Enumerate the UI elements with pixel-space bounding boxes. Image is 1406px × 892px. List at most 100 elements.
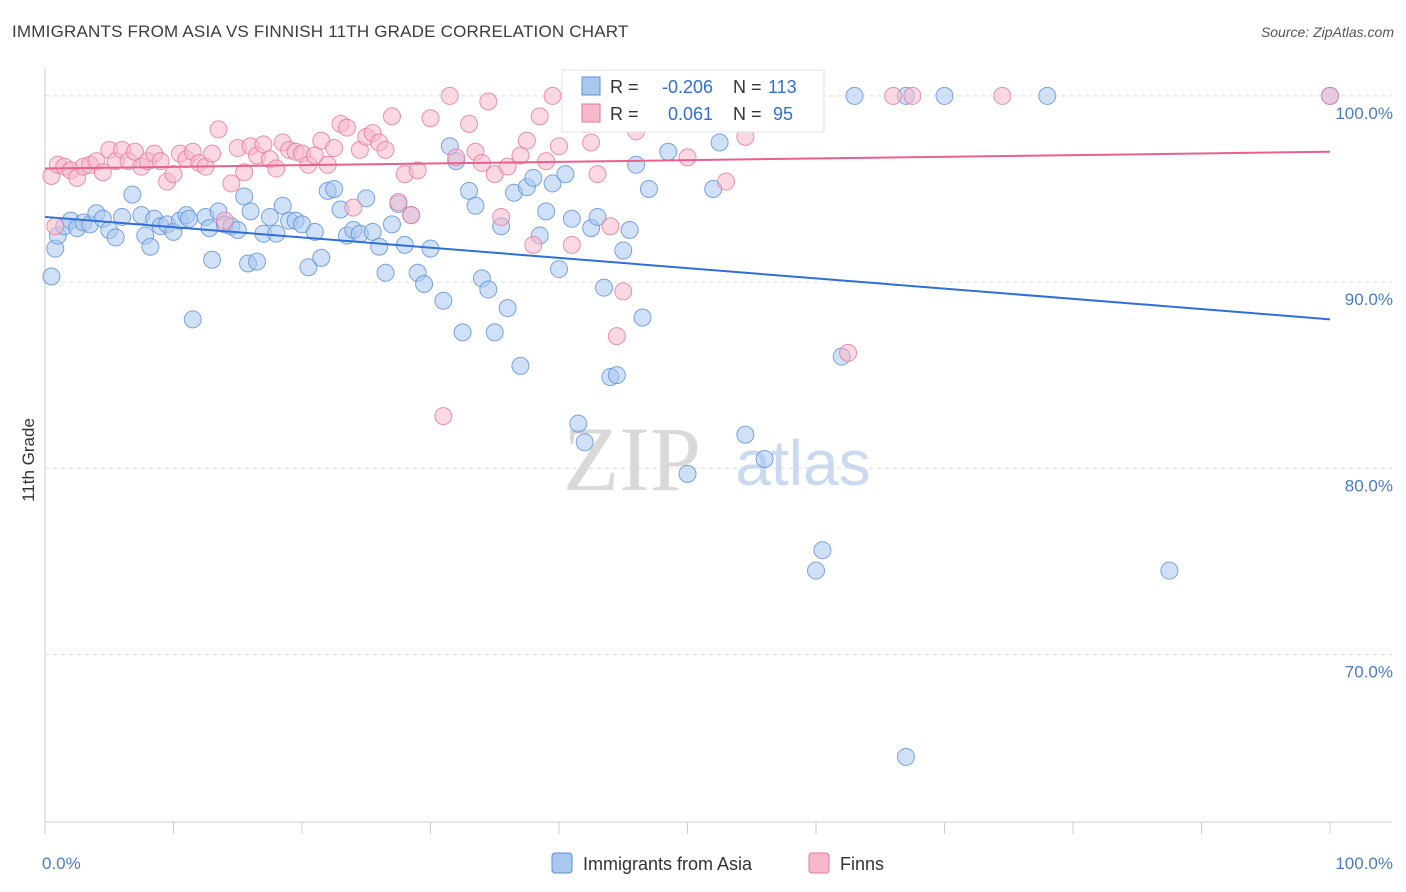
legend-swatch-blue: [581, 76, 601, 96]
finns-point: [305, 146, 324, 165]
asia-point: [633, 308, 652, 327]
asia-point: [845, 86, 864, 105]
finns-point: [402, 206, 421, 225]
finns-point: [524, 235, 543, 254]
asia-point: [614, 241, 633, 260]
asia-point: [203, 250, 222, 269]
asia-point: [620, 220, 639, 239]
legend-n-label-1: N =: [733, 77, 762, 97]
bottom-legend-swatch-blue: [551, 852, 573, 874]
legend-r-value-2: 0.061: [668, 104, 713, 124]
y-tick-label: 100.0%: [1335, 104, 1393, 123]
series-finns: [42, 86, 1339, 426]
finns-point: [511, 146, 530, 165]
asia-point: [141, 237, 160, 256]
source-label: Source: ZipAtlas.com: [1260, 24, 1394, 40]
finns-point: [440, 86, 459, 105]
finns-point: [46, 217, 65, 236]
finns-point: [209, 120, 228, 139]
legend-box: [561, 69, 825, 133]
legend-n-label-2: N =: [733, 104, 762, 124]
y-tick-label: 90.0%: [1345, 290, 1393, 309]
asia-point: [434, 291, 453, 310]
finns-point: [839, 343, 858, 362]
asia-point: [267, 224, 286, 243]
y-tick-labels: 100.0% 90.0% 80.0% 70.0%: [1335, 104, 1393, 682]
asia-point: [357, 189, 376, 208]
asia-point: [415, 274, 434, 293]
asia-point: [485, 323, 504, 342]
watermark: ZIP atlas: [563, 408, 871, 510]
legend-r-label-1: R =: [610, 77, 639, 97]
finns-point: [421, 109, 440, 128]
finns-point: [222, 174, 241, 193]
asia-point: [896, 747, 915, 766]
finns-point: [614, 282, 633, 301]
finns-point: [325, 139, 344, 158]
asia-point: [382, 215, 401, 234]
asia-point: [363, 222, 382, 241]
y-axis-label: 11th Grade: [19, 418, 38, 502]
asia-point: [807, 561, 825, 580]
asia-point: [200, 219, 219, 238]
asia-point: [466, 196, 485, 215]
asia-point: [183, 310, 202, 329]
finns-point: [254, 135, 273, 154]
asia-point: [113, 207, 132, 226]
asia-point: [575, 433, 594, 452]
chart-title: IMMIGRANTS FROM ASIA VS FINNISH 11TH GRA…: [12, 22, 629, 41]
finns-point: [376, 140, 395, 159]
asia-point: [498, 299, 517, 318]
finns-point: [517, 131, 536, 150]
finns-point: [344, 198, 363, 217]
asia-point: [1160, 561, 1179, 580]
x-tick-label: 100.0%: [1335, 854, 1393, 873]
asia-point: [106, 228, 125, 247]
asia-point: [678, 464, 697, 483]
asia-point: [562, 209, 581, 228]
finns-point: [164, 165, 183, 184]
asia-point: [935, 86, 954, 105]
asia-point: [241, 202, 260, 221]
asia-point: [543, 174, 562, 193]
finns-point: [235, 163, 254, 182]
legend-r-value-1: -0.206: [662, 77, 713, 97]
asia-point: [460, 181, 479, 200]
asia-point: [370, 237, 389, 256]
finns-point: [151, 152, 170, 171]
finns-point: [447, 148, 466, 167]
finns-point: [562, 235, 581, 254]
legend-n-value-2: 95: [773, 104, 793, 124]
asia-point: [594, 278, 613, 297]
asia-point: [537, 202, 556, 221]
asia-point: [453, 323, 472, 342]
y-tick-label: 80.0%: [1345, 476, 1393, 495]
finns-point: [550, 137, 568, 156]
asia-point: [755, 449, 774, 468]
finns-point: [1321, 86, 1339, 105]
finns-point: [203, 144, 222, 163]
asia-point: [524, 168, 543, 187]
asia-point: [639, 180, 658, 199]
asia-point: [299, 258, 318, 277]
asia-point: [273, 196, 292, 215]
asia-point: [659, 142, 678, 161]
asia-point: [556, 165, 575, 184]
asia-point: [710, 133, 729, 152]
asia-point: [813, 541, 832, 560]
asia-point: [312, 248, 331, 267]
finns-point: [267, 159, 286, 178]
asia-point: [248, 252, 267, 271]
finns-point: [389, 193, 408, 212]
finns-point: [993, 86, 1012, 105]
axes: [44, 68, 1392, 834]
asia-point: [1038, 86, 1057, 105]
asia-point: [376, 263, 395, 282]
legend-n-value-1: 113: [768, 77, 797, 97]
finns-point: [460, 114, 479, 133]
finns-point: [530, 107, 549, 126]
asia-point: [736, 425, 755, 444]
asia-point: [479, 280, 498, 299]
asia-point: [260, 207, 279, 226]
